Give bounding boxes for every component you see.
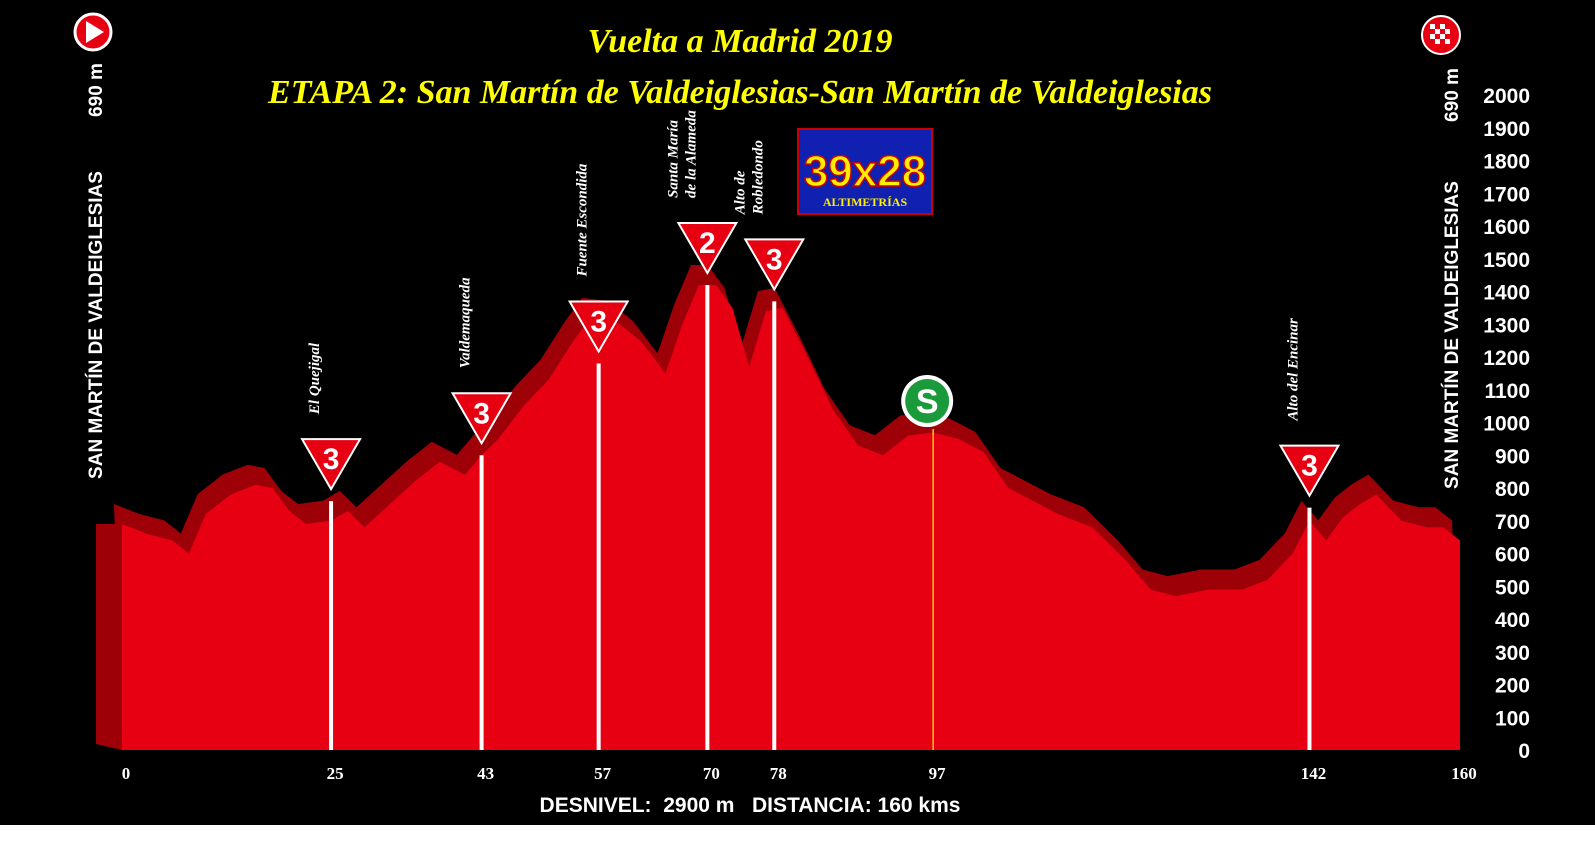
- sprint-label: S: [916, 383, 939, 421]
- y-tick-label: 900: [1495, 445, 1530, 468]
- climb-name: Robledondo: [750, 140, 766, 215]
- y-tick-label: 200: [1495, 675, 1530, 698]
- climb-marker: [1278, 444, 1341, 498]
- y-tick-label: 1900: [1483, 118, 1530, 141]
- profile-wall: [96, 524, 122, 750]
- y-tick-label: 800: [1495, 478, 1530, 501]
- y-tick-label: 1600: [1483, 216, 1530, 239]
- x-tick-label: 25: [327, 764, 344, 783]
- y-tick-label: 300: [1495, 642, 1530, 665]
- x-tick-label: 70: [703, 764, 720, 783]
- profile: [122, 284, 1460, 750]
- y-tick-label: 1100: [1484, 380, 1530, 403]
- start-name: SAN MARTÍN DE VALDEIGLESIAS: [85, 171, 107, 479]
- y-tick-label: 600: [1495, 544, 1530, 567]
- climb-category: 3: [323, 443, 340, 476]
- climb-marker: [743, 238, 806, 292]
- climb-category: 2: [699, 227, 716, 260]
- start-icon: [73, 12, 113, 52]
- climb-marker: [676, 221, 739, 275]
- climb-marker: [450, 392, 513, 446]
- climb-name: Alto de: [732, 170, 748, 215]
- x-tick-label: 57: [594, 764, 612, 783]
- y-tick-label: 500: [1495, 576, 1530, 599]
- climb-name: El Quejigal: [307, 342, 323, 415]
- x-tick-label: 97: [929, 764, 947, 783]
- x-tick-label: 78: [770, 764, 787, 783]
- y-tick-label: 100: [1495, 707, 1530, 730]
- chart-title: Vuelta a Madrid 2019: [587, 23, 892, 60]
- climb-name: Fuente Escondida: [575, 163, 591, 277]
- footer: DESNIVEL: 2900 m DISTANCIA: 160 kms: [540, 794, 961, 817]
- chart-subtitle: ETAPA 2: San Martín de Valdeiglesias-San…: [267, 74, 1212, 111]
- climb-name: Valdemaqueda: [458, 277, 474, 368]
- finish-name: SAN MARTÍN DE VALDEIGLESIAS: [1441, 181, 1463, 489]
- logo-sub: ALTIMETRÍAS: [823, 195, 908, 209]
- y-tick-label: 1700: [1483, 183, 1530, 206]
- start-elevation: 690 m: [86, 63, 107, 117]
- y-tick-label: 1400: [1483, 282, 1530, 305]
- logo: 39x28 ALTIMETRÍAS: [797, 128, 933, 215]
- y-tick-label: 0: [1518, 740, 1530, 763]
- climb-category: 3: [766, 243, 783, 276]
- climb-name: Santa María: [665, 120, 681, 198]
- y-tick-label: 1800: [1483, 151, 1530, 174]
- y-tick-label: 1500: [1483, 249, 1530, 272]
- climb-marker: [567, 300, 630, 354]
- y-tick-label: 1200: [1483, 347, 1530, 370]
- logo-main: 39x28: [804, 147, 926, 196]
- y-tick-label: 1000: [1483, 413, 1530, 436]
- x-tick-label: 160: [1451, 764, 1477, 783]
- x-tick-label: 0: [122, 764, 131, 783]
- climb-name: de la Alameda: [683, 110, 699, 198]
- sprint-icon-inner: [905, 379, 950, 424]
- climb-category: 3: [1301, 450, 1318, 483]
- y-tick-label: 400: [1495, 609, 1530, 632]
- finish-elevation: 690 m: [1442, 68, 1463, 122]
- finish-icon: [1421, 15, 1461, 55]
- y-tick-label: 2000: [1483, 85, 1530, 108]
- y-tick-label: 700: [1495, 511, 1530, 534]
- y-tick-label: 1300: [1483, 314, 1530, 337]
- climb-category: 3: [473, 397, 490, 430]
- climb-marker: [300, 438, 362, 492]
- x-tick-label: 142: [1301, 764, 1327, 783]
- climb-name: Alto del Encinar: [1285, 318, 1301, 422]
- climb-category: 3: [590, 306, 607, 339]
- x-tick-label: 43: [477, 764, 494, 783]
